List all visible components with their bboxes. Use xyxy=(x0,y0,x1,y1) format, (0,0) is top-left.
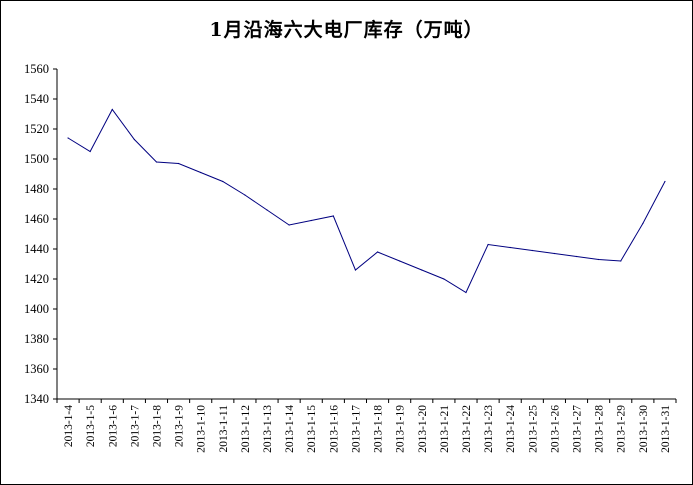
x-tick-label: 2013-1-26 xyxy=(549,405,561,453)
data-point xyxy=(200,171,202,174)
data-point xyxy=(288,224,290,226)
data-point xyxy=(354,269,357,271)
x-tick-label: 2013-1-6 xyxy=(107,405,119,447)
y-tick-label: 1520 xyxy=(24,122,49,136)
data-point xyxy=(509,246,511,249)
data-point xyxy=(553,252,556,255)
x-tick-label: 2013-1-19 xyxy=(395,405,407,453)
data-point xyxy=(575,255,578,258)
x-tick-label: 2013-1-29 xyxy=(616,405,628,453)
x-tick-label: 2013-1-22 xyxy=(461,405,473,453)
y-tick-label: 1420 xyxy=(24,272,49,286)
data-point xyxy=(111,108,113,111)
data-point xyxy=(376,251,379,253)
data-point xyxy=(421,269,423,271)
y-tick-label: 1440 xyxy=(24,242,49,256)
data-point xyxy=(244,194,246,196)
data-point xyxy=(443,278,445,280)
x-tick-label: 2013-1-30 xyxy=(638,405,650,453)
data-point xyxy=(487,243,489,246)
x-axis-ticks: 2013-1-4 2013-1-5 2013-1-6 2013-1-7 2013-1-8… xyxy=(56,399,677,453)
x-tick-label: 2013-1-13 xyxy=(262,405,274,453)
data-point xyxy=(266,209,268,211)
x-tick-label: 2013-1-8 xyxy=(151,405,163,447)
y-tick-label: 1340 xyxy=(24,392,49,406)
x-tick-label: 2013-1-4 xyxy=(63,405,75,447)
x-tick-label: 2013-1-12 xyxy=(240,405,252,453)
x-tick-label: 2013-1-16 xyxy=(328,405,340,453)
x-tick-label: 2013-1-20 xyxy=(417,405,429,453)
x-tick-label: 2013-1-21 xyxy=(439,405,451,453)
x-tick-label: 2013-1-7 xyxy=(129,405,141,447)
x-tick-label: 2013-1-23 xyxy=(483,405,495,453)
y-tick-label: 1400 xyxy=(24,302,49,316)
data-point xyxy=(222,180,224,183)
y-tick-label: 1540 xyxy=(24,92,49,106)
y-axis-ticks: 1340 1360 1380 1400 1420 1440 1460 1480 1500 1520… xyxy=(24,62,57,406)
data-point xyxy=(89,150,91,153)
data-point xyxy=(177,162,180,165)
data-point xyxy=(67,137,69,139)
y-tick-label: 1480 xyxy=(24,182,49,196)
x-tick-label: 2013-1-17 xyxy=(350,405,362,453)
x-tick-label: 2013-1-11 xyxy=(218,405,230,453)
y-tick-label: 1360 xyxy=(24,362,49,376)
y-tick-label: 1380 xyxy=(24,332,49,346)
data-point xyxy=(642,222,644,225)
x-tick-label: 2013-1-15 xyxy=(306,405,318,453)
x-tick-label: 2013-1-31 xyxy=(660,405,672,453)
data-point xyxy=(399,260,401,262)
x-tick-label: 2013-1-14 xyxy=(284,405,296,453)
series-line xyxy=(67,108,666,294)
axes xyxy=(56,69,676,400)
data-point xyxy=(620,260,622,262)
data-point xyxy=(465,291,467,294)
data-point xyxy=(133,138,135,141)
series xyxy=(67,108,666,294)
y-tick-label: 1560 xyxy=(24,62,49,76)
x-tick-label: 2013-1-9 xyxy=(174,405,186,447)
x-tick-label: 2013-1-27 xyxy=(572,405,584,453)
chart-title: 1月沿海六大电厂库存（万吨） xyxy=(209,19,484,41)
data-point xyxy=(598,258,600,261)
data-point xyxy=(310,219,312,222)
x-tick-label: 2013-1-24 xyxy=(505,405,517,453)
x-tick-label: 2013-1-25 xyxy=(527,405,539,453)
data-point xyxy=(155,161,158,163)
x-tick-label: 2013-1-28 xyxy=(594,405,606,453)
data-point xyxy=(531,249,533,252)
y-tick-label: 1500 xyxy=(24,152,49,166)
y-tick-label: 1460 xyxy=(24,212,49,226)
data-point xyxy=(664,180,666,183)
x-tick-label: 2013-1-10 xyxy=(196,405,208,453)
data-point xyxy=(332,215,334,217)
x-tick-label: 2013-1-5 xyxy=(85,405,97,447)
x-tick-label: 2013-1-18 xyxy=(373,405,385,453)
